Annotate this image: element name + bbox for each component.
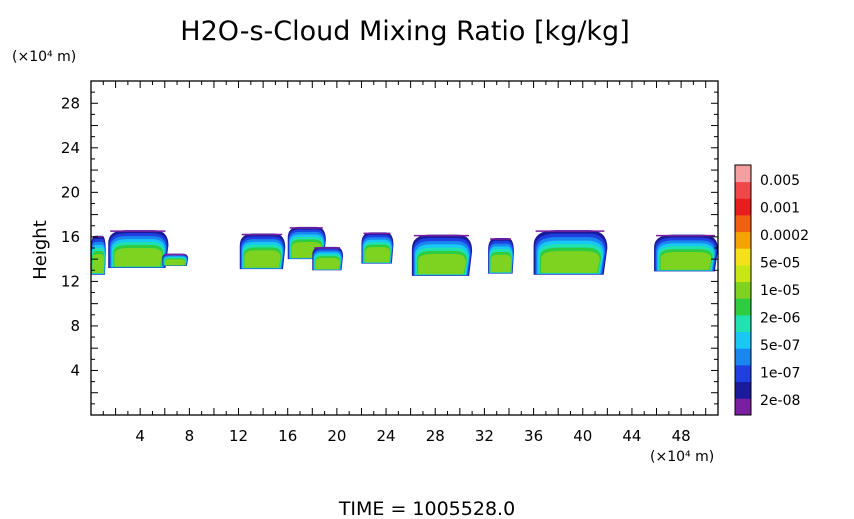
- colorbar-swatch: [735, 348, 751, 366]
- colorbar-swatch: [735, 365, 751, 383]
- cloud-patch: [361, 232, 394, 264]
- x-tick-label: 24: [377, 427, 396, 445]
- colorbar-label: 0.001: [760, 201, 800, 217]
- x-unit-label: (×10⁴ m): [650, 449, 714, 465]
- colorbar-label: 2e-06: [760, 311, 800, 327]
- x-tick-label: 40: [573, 427, 592, 445]
- cloud-patch: [488, 237, 514, 274]
- colorbar-label: 1e-07: [760, 366, 800, 382]
- colorbar-label: 2e-08: [760, 393, 800, 409]
- x-tick-label: 8: [185, 427, 195, 445]
- cloud-layer: [541, 251, 600, 273]
- cloud-layer: [315, 257, 340, 270]
- cloud-layer: [490, 254, 512, 273]
- cloud-layer: [660, 251, 712, 270]
- colorbar-label: 1e-05: [760, 283, 800, 299]
- colorbar-swatch: [735, 381, 751, 399]
- x-tick-label: 28: [426, 427, 445, 445]
- colorbar: 0.005 0.001 0.0002 5e-05 1e-05 2e-06 5e-07 1e-0…: [734, 164, 809, 416]
- colorbar-swatch: [735, 198, 751, 216]
- y-tick-label: 8: [70, 317, 80, 335]
- x-tick-label: 4: [135, 427, 145, 445]
- y-axis-label: Height: [30, 220, 51, 280]
- y-tick-label: 4: [70, 361, 80, 379]
- cloud-patch: [533, 230, 608, 275]
- y-tick-label: 20: [61, 183, 80, 201]
- colorbar-label: 5e-05: [760, 256, 800, 272]
- colorbar-swatch: [735, 181, 751, 199]
- cloud-patch: [239, 233, 286, 270]
- colorbar-swatch: [735, 265, 751, 283]
- cloud-patch: [162, 253, 189, 266]
- plot-frame: [90, 80, 719, 416]
- colorbar-frame: [734, 164, 752, 416]
- colorbar-swatch: [735, 248, 751, 266]
- cloud-patch: [91, 235, 106, 275]
- colorbar-swatch: [735, 215, 751, 233]
- x-tick-label: 44: [622, 427, 641, 445]
- colorbar-swatch: [735, 315, 751, 333]
- time-footer: TIME = 1005528.0: [338, 498, 515, 519]
- colorbar-label: 0.005: [760, 173, 800, 189]
- cloud-patch: [411, 234, 473, 276]
- cloud-layer: [364, 247, 391, 263]
- y-unit-label: (×10⁴ m): [12, 49, 76, 65]
- colorbar-swatch: [735, 298, 751, 316]
- cloud-patch: [654, 234, 718, 272]
- y-tick-label: 12: [61, 272, 80, 290]
- cloud-field: [91, 226, 718, 276]
- cloud-layer: [418, 254, 466, 275]
- colorbar-swatch: [735, 281, 751, 299]
- cloud-layer: [164, 259, 186, 266]
- cloud-patch: [312, 246, 344, 271]
- colorbar-swatch: [735, 165, 751, 183]
- chart-title: H2O-s-Cloud Mixing Ratio [kg/kg]: [180, 16, 629, 47]
- colorbar-swatch: [735, 398, 751, 416]
- colorbar-swatch: [735, 331, 751, 349]
- x-tick-label: 48: [672, 427, 691, 445]
- colorbar-swatch: [735, 231, 751, 249]
- colorbar-label: 0.0002: [760, 228, 809, 244]
- cloud-layer: [244, 250, 281, 268]
- x-tick-label: 16: [278, 427, 297, 445]
- y-tick-label: 28: [61, 94, 80, 112]
- y-tick-label: 24: [61, 139, 80, 157]
- x-tick-label: 32: [475, 427, 494, 445]
- cloud-patch: [108, 230, 169, 269]
- x-tick-label: 12: [229, 427, 248, 445]
- y-tick-label: 16: [61, 228, 80, 246]
- x-tick-label: 36: [524, 427, 543, 445]
- x-tick-label: 20: [327, 427, 346, 445]
- colorbar-label: 5e-07: [760, 338, 800, 354]
- cloud-layer: [114, 248, 163, 267]
